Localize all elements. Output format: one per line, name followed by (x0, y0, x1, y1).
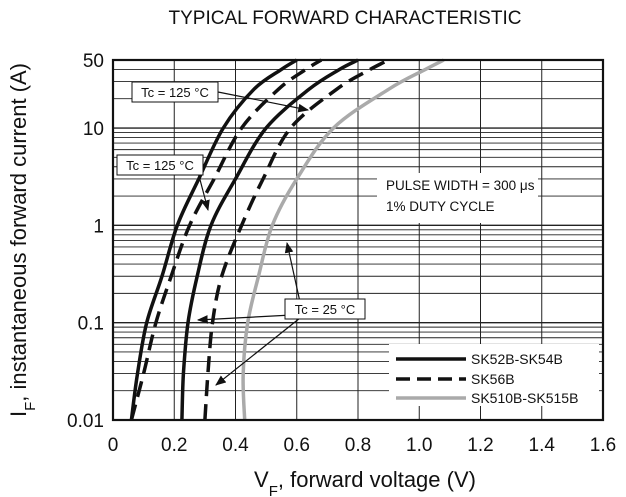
curve-3 (203, 58, 390, 421)
x-tick-label: 1.0 (406, 435, 432, 456)
y-tick-label: 1 (93, 216, 104, 237)
annotation-tc25: Tc = 25 °C (295, 302, 355, 317)
x-axis-label: VF, forward voltage (V) (254, 467, 476, 497)
y-axis-label: IF, instantaneous forward current (A) (6, 63, 39, 417)
x-tick-label: 0.8 (345, 435, 371, 456)
legend-box (389, 344, 599, 406)
x-tick-labels: 0 0.2 0.4 0.6 0.8 1.0 1.2 1.4 1.6 (108, 435, 617, 456)
curve-0 (129, 58, 298, 421)
legend-label-1: SK52B-SK54B (471, 351, 563, 367)
annotation-box-3 (284, 298, 366, 320)
curve-2 (180, 58, 359, 421)
annotation-box-1 (131, 81, 219, 103)
annotation-arrow-2 (284, 241, 301, 303)
chart-title: TYPICAL FORWARD CHARACTERISTIC (169, 8, 522, 29)
x-tick-label: 0.4 (222, 435, 249, 456)
x-tick-label: 1.4 (529, 435, 556, 456)
x-tick-label: 0.6 (284, 435, 310, 456)
note-pulse-width: PULSE WIDTH = 300 μs (386, 178, 535, 193)
curves (129, 58, 445, 421)
annotation-tc125-upper: Tc = 125 °C (141, 85, 209, 100)
x-tick-label: 0.2 (161, 435, 187, 456)
y-tick-label: 10 (83, 119, 104, 140)
legend: SK52B-SK54B SK56B SK510B-SK515B (389, 344, 599, 406)
y-tick-labels: 0.01 0.1 1 10 50 (67, 51, 104, 432)
annotation-arrow-0 (217, 91, 310, 113)
y-tick-label: 0.01 (67, 411, 104, 432)
note-box (377, 173, 538, 223)
x-tick-label: 1.2 (467, 435, 493, 456)
annotation-arrow-1 (197, 171, 210, 212)
annotation-box-2 (116, 154, 204, 176)
legend-label-3: SK510B-SK515B (471, 390, 578, 406)
plot-frame (111, 58, 605, 422)
note-duty-cycle: 1% DUTY CYCLE (386, 199, 495, 214)
x-tick-label: 1.6 (590, 435, 616, 456)
curve-1 (129, 58, 323, 421)
annotation-tc125-lower: Tc = 125 °C (126, 158, 194, 173)
y-tick-label: 0.1 (78, 314, 104, 335)
legend-label-2: SK56B (471, 371, 515, 387)
annotation-arrow-4 (215, 317, 301, 386)
y-tick-label: 50 (83, 51, 104, 72)
curve-4 (241, 58, 445, 421)
x-tick-label: 0 (108, 435, 119, 456)
annotation-arrows (196, 91, 310, 386)
annotation-arrow-3 (196, 314, 293, 324)
